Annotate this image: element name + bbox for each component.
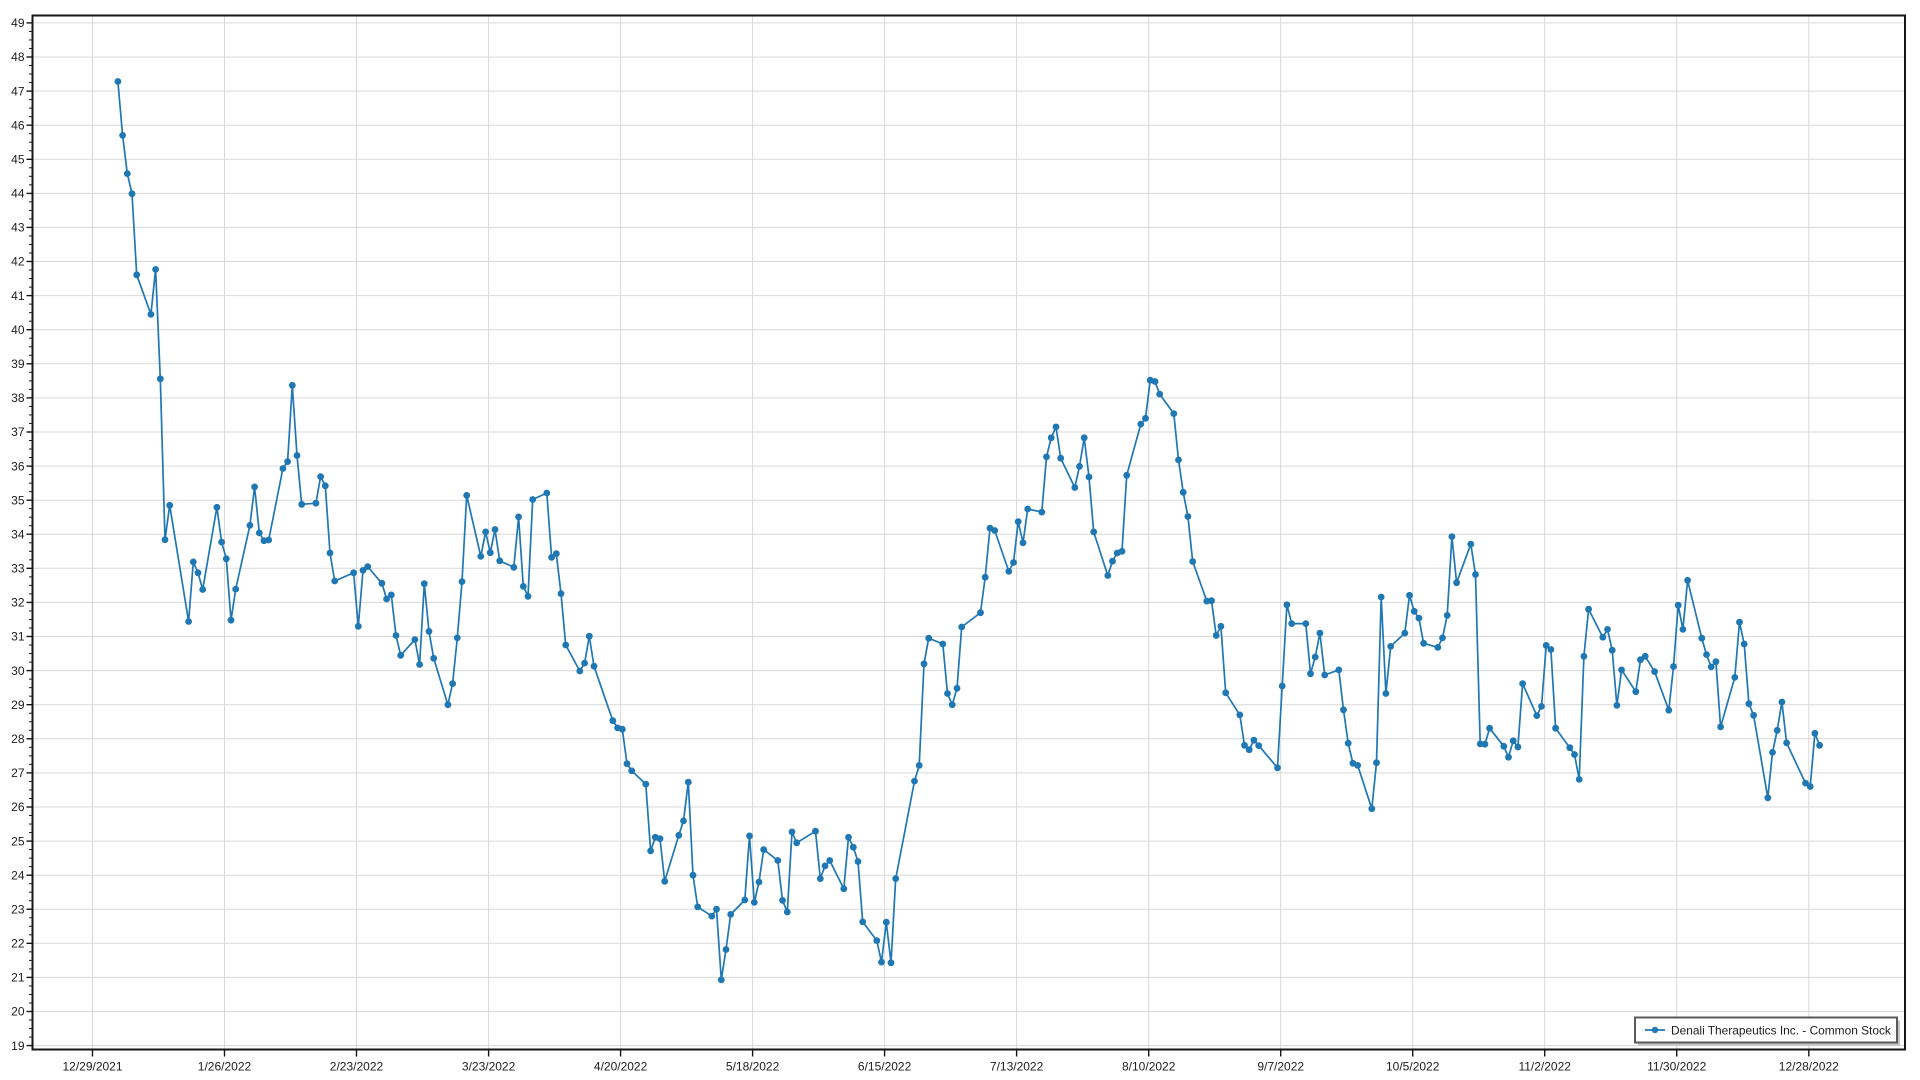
svg-text:8/10/2022: 8/10/2022 xyxy=(1122,1060,1176,1074)
svg-text:35: 35 xyxy=(11,493,25,507)
svg-text:22: 22 xyxy=(11,937,25,951)
svg-text:42: 42 xyxy=(11,255,25,269)
svg-text:39: 39 xyxy=(11,357,25,371)
svg-text:20: 20 xyxy=(11,1005,25,1019)
svg-text:36: 36 xyxy=(11,459,25,473)
svg-text:5/18/2022: 5/18/2022 xyxy=(726,1060,780,1074)
svg-text:12/28/2022: 12/28/2022 xyxy=(1779,1060,1839,1074)
svg-text:44: 44 xyxy=(11,187,25,201)
svg-text:21: 21 xyxy=(11,971,25,985)
svg-text:29: 29 xyxy=(11,698,25,712)
svg-text:25: 25 xyxy=(11,834,25,848)
svg-text:48: 48 xyxy=(11,50,25,64)
svg-text:37: 37 xyxy=(11,425,25,439)
svg-text:26: 26 xyxy=(11,800,25,814)
svg-text:27: 27 xyxy=(11,766,25,780)
svg-text:49: 49 xyxy=(11,16,25,30)
svg-text:46: 46 xyxy=(11,118,25,132)
svg-text:23: 23 xyxy=(11,902,25,916)
svg-text:38: 38 xyxy=(11,391,25,405)
svg-text:Denali Therapeutics Inc. - Com: Denali Therapeutics Inc. - Common Stock xyxy=(1671,1024,1891,1038)
svg-text:7/13/2022: 7/13/2022 xyxy=(990,1060,1044,1074)
svg-text:34: 34 xyxy=(11,528,25,542)
svg-text:4/20/2022: 4/20/2022 xyxy=(594,1060,648,1074)
svg-text:40: 40 xyxy=(11,323,25,337)
svg-text:12/29/2021: 12/29/2021 xyxy=(62,1060,122,1074)
svg-text:9/7/2022: 9/7/2022 xyxy=(1257,1060,1304,1074)
svg-text:11/30/2022: 11/30/2022 xyxy=(1647,1060,1706,1074)
svg-text:43: 43 xyxy=(11,221,25,235)
svg-text:47: 47 xyxy=(11,84,25,98)
svg-text:3/23/2022: 3/23/2022 xyxy=(462,1060,516,1074)
svg-text:6/15/2022: 6/15/2022 xyxy=(858,1060,912,1074)
svg-text:33: 33 xyxy=(11,562,25,576)
svg-text:1/26/2022: 1/26/2022 xyxy=(198,1060,252,1074)
svg-text:10/5/2022: 10/5/2022 xyxy=(1386,1060,1440,1074)
svg-text:31: 31 xyxy=(11,630,25,644)
svg-text:24: 24 xyxy=(11,868,25,882)
svg-text:45: 45 xyxy=(11,153,25,167)
svg-text:11/2/2022: 11/2/2022 xyxy=(1518,1060,1571,1074)
svg-text:28: 28 xyxy=(11,732,25,746)
svg-text:19: 19 xyxy=(11,1039,25,1053)
svg-text:30: 30 xyxy=(11,664,25,678)
svg-text:32: 32 xyxy=(11,596,25,610)
svg-text:41: 41 xyxy=(11,289,25,303)
svg-text:2/23/2022: 2/23/2022 xyxy=(330,1060,384,1074)
